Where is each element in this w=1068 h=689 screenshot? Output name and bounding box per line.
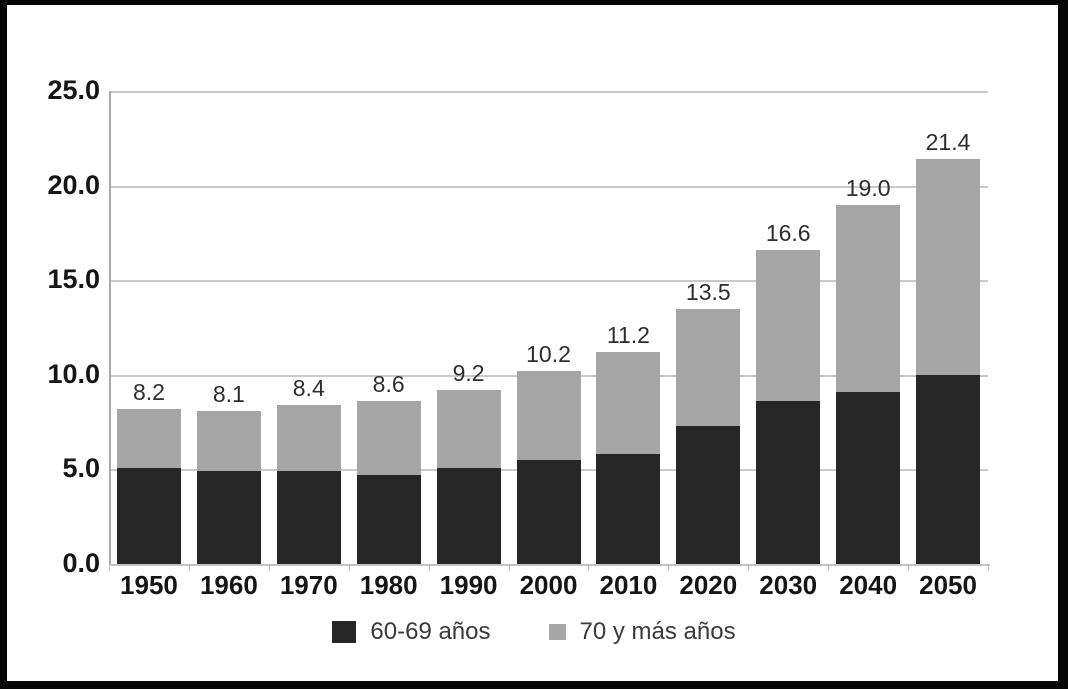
bar-segment-2030-60-69 [756, 401, 821, 564]
value-label-2010: 11.2 [606, 322, 650, 349]
gridline-25.0 [109, 91, 988, 93]
legend-swatch-dark [332, 621, 357, 643]
y-tick-label-25.0: 25.0 [47, 75, 100, 105]
x-tick-label-2040: 2040 [839, 570, 898, 600]
legend-label-70-mas: 70 y más años [579, 618, 736, 645]
legend-item-60-69: 60-69 años [332, 618, 491, 646]
value-label-2000: 10.2 [526, 341, 571, 368]
x-tick-label-2030: 2030 [759, 570, 818, 600]
x-tick-label-1950: 1950 [120, 570, 178, 600]
x-axis-tick [348, 564, 350, 571]
bar-segment-1970-70-mas [276, 405, 341, 472]
x-axis-tick [428, 564, 430, 571]
x-axis-tick [188, 564, 190, 571]
bar-1960: 8.1 [196, 91, 261, 564]
value-label-1970: 8.4 [292, 375, 325, 402]
bar-segment-1980-70-mas [356, 401, 421, 476]
bar-segment-1990-60-69 [436, 467, 501, 564]
value-label-1950: 8.2 [132, 378, 165, 405]
value-label-1990: 9.2 [452, 359, 485, 386]
x-axis-tick [828, 564, 830, 571]
x-axis-tick [508, 564, 510, 571]
x-tick-label-2000: 2000 [519, 570, 578, 600]
bar-2030: 16.6 [756, 91, 821, 564]
x-tick-label-2050: 2050 [919, 570, 977, 600]
x-tick-label-1960: 1960 [199, 570, 258, 600]
y-axis-line [109, 91, 111, 564]
y-tick-label-0.0: 0.0 [62, 548, 100, 578]
value-label-2040: 19.0 [845, 174, 891, 201]
bar-2000: 10.2 [516, 91, 581, 564]
bar-segment-2040-70-mas [836, 204, 901, 392]
legend: 60-69 años 70 y más años [0, 612, 1068, 652]
bar-segment-1950-60-69 [116, 467, 181, 564]
x-axis-tick [668, 564, 670, 571]
bar-2050: 21.4 [916, 91, 981, 564]
value-label-2030: 16.6 [765, 219, 811, 246]
x-tick-label-1970: 1970 [279, 570, 338, 600]
plot-area: 8.2 8.1 8.4 8.6 9.2 10.2 11.2 13.5 16.6 19.0 21.4 [109, 91, 988, 564]
x-axis-tick [109, 564, 110, 571]
bar-1980: 8.6 [356, 91, 421, 564]
bar-segment-2050-70-mas [916, 159, 981, 375]
bar-segment-2000-60-69 [516, 459, 581, 564]
x-axis-tick [268, 564, 270, 571]
value-label-1980: 8.6 [372, 371, 405, 398]
bar-2020: 13.5 [676, 91, 741, 564]
y-tick-label-20.0: 20.0 [47, 169, 100, 200]
x-tick-label-2020: 2020 [679, 570, 738, 600]
legend-item-70-mas: 70 y más años [548, 618, 736, 646]
bar-segment-1990-70-mas [436, 389, 501, 468]
bar-segment-2010-60-69 [596, 454, 661, 564]
bar-segment-2000-70-mas [516, 371, 581, 460]
bar-segment-2020-70-mas [676, 308, 741, 426]
y-tick-label-10.0: 10.0 [47, 358, 100, 389]
bar-1970: 8.4 [276, 91, 341, 564]
legend-swatch-gray [548, 624, 566, 640]
gridline-15.0 [109, 280, 988, 283]
legend-label-60-69: 60-69 años [370, 618, 491, 645]
bar-segment-2040-60-69 [836, 391, 901, 564]
bar-1990: 9.2 [436, 91, 501, 564]
bar-1950: 8.2 [116, 91, 181, 564]
x-tick-label-2010: 2010 [599, 570, 658, 600]
y-tick-label-5.0: 5.0 [62, 453, 100, 484]
bar-segment-1950-70-mas [116, 408, 181, 468]
bar-segment-1960-70-mas [196, 410, 261, 472]
x-axis-tick [588, 564, 590, 571]
bar-2010: 11.2 [596, 91, 661, 564]
bar-segment-2050-60-69 [916, 374, 981, 564]
bar-segment-2020-60-69 [676, 425, 741, 564]
x-axis-tick [908, 564, 910, 571]
bar-segment-2030-70-mas [756, 249, 821, 402]
x-axis-tick [748, 564, 750, 571]
bar-segment-1970-60-69 [276, 471, 341, 564]
x-tick-label-1980: 1980 [359, 570, 418, 600]
value-label-2020: 13.5 [685, 278, 731, 305]
x-axis-tick [988, 564, 989, 571]
y-tick-label-15.0: 15.0 [47, 264, 100, 295]
value-label-2050: 21.4 [925, 129, 971, 156]
bar-segment-2010-70-mas [596, 352, 661, 455]
value-label-1960: 8.1 [212, 380, 245, 407]
bar-segment-1980-60-69 [356, 475, 421, 564]
bar-segment-1960-60-69 [196, 471, 261, 564]
x-axis-line [109, 564, 990, 566]
bar-2040: 19.0 [836, 91, 901, 564]
gridline-20.0 [109, 185, 988, 188]
x-tick-label-1990: 1990 [439, 570, 498, 600]
